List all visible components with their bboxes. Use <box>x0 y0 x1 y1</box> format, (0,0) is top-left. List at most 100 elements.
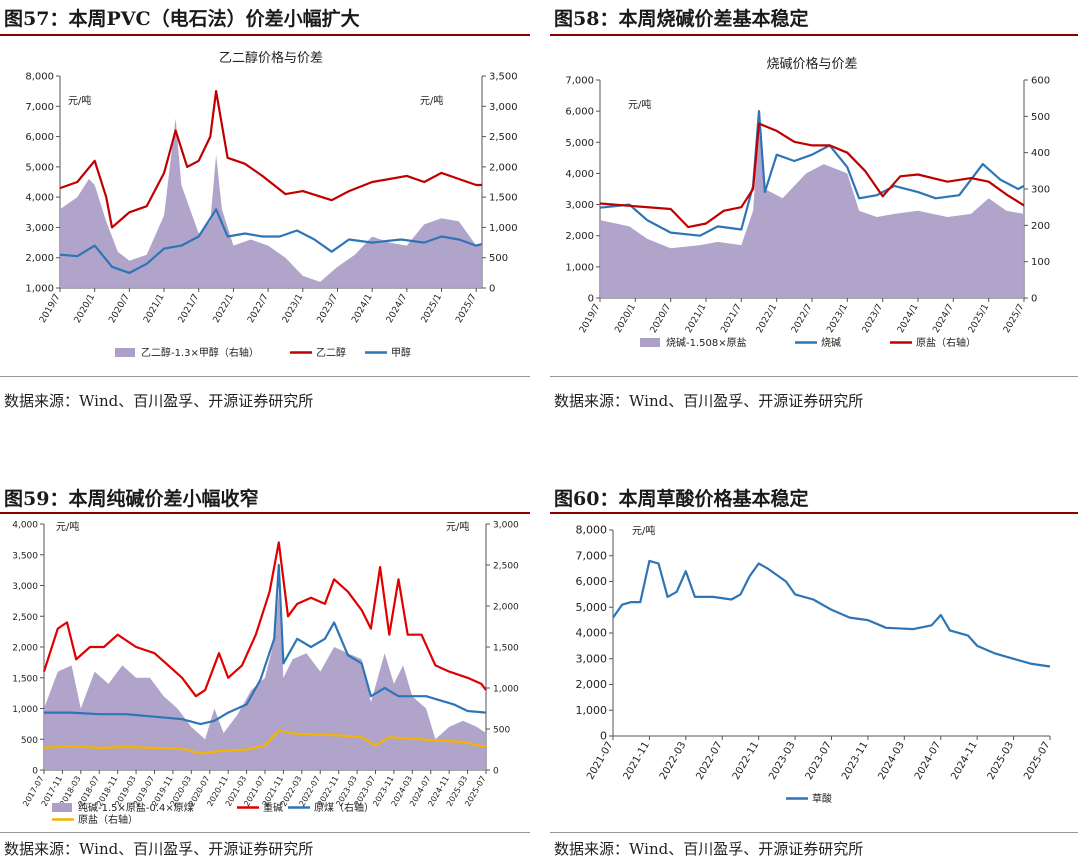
y-left-tick-label: 4,000 <box>565 169 594 180</box>
series-line <box>59 89 482 229</box>
y-left-tick-label: 1,500 <box>12 674 38 684</box>
series-line <box>612 559 1051 668</box>
legend-label: 乙二醇 <box>316 346 346 359</box>
x-tick-label: 2020/7 <box>107 293 131 325</box>
y-left-tick-label: 3,000 <box>12 582 38 592</box>
x-tick-label: 2023/7 <box>861 303 885 335</box>
y-right-tick-label: 3,500 <box>489 72 518 83</box>
y-right-tick-label: 2,000 <box>489 162 518 173</box>
x-tick-label: 2023/1 <box>281 293 305 325</box>
y-left-tick-label: 6,000 <box>25 132 54 143</box>
series-line <box>59 208 483 274</box>
series-line <box>44 563 487 726</box>
y-left-tick-label: 0 <box>588 294 594 305</box>
source-rule <box>0 376 530 377</box>
y-left-tick-label: 2,000 <box>12 644 38 654</box>
legend-label: 原盐（右轴） <box>78 813 138 826</box>
y-left-tick-label: 2,500 <box>12 613 38 623</box>
x-tick-label: 2025/7 <box>454 293 478 325</box>
y-right-unit: 元/吨 <box>446 520 469 533</box>
y-right-tick-label: 400 <box>1031 148 1050 159</box>
x-tick-label: 2022/1 <box>755 303 779 335</box>
y-right-tick-label: 600 <box>1031 76 1050 87</box>
y-left-tick-label: 4,000 <box>12 521 38 531</box>
y-left-unit: 元/吨 <box>68 94 91 107</box>
chart-oxalic-acid: 元/吨 0 1,000 2,000 3,000 4,000 5,000 6,000 7,000 8… <box>576 524 1053 806</box>
legend-label: 重碱 <box>263 801 283 814</box>
source-rule <box>550 832 1078 833</box>
legend-label: 烧碱 <box>821 336 841 349</box>
x-tick-label: 2024/1 <box>896 303 920 335</box>
panel-pvc: 图57：本周PVC（电石法）价差小幅扩大 乙二醇价格与价差 元/吨 元/吨 1,000… <box>0 0 530 420</box>
y-right-tick-label: 1,000 <box>493 685 519 695</box>
figure-title: 图58：本周烧碱价差基本稳定 <box>554 8 809 30</box>
y-right-tick-label: 2,000 <box>493 603 519 613</box>
y-right-tick-label: 100 <box>1031 257 1050 268</box>
x-tick-label: 2019/7 <box>578 303 602 335</box>
x-tick-label: 2022-03 <box>658 740 688 782</box>
y-right-tick-label: 2,500 <box>489 132 518 143</box>
figure-title: 图59：本周纯碱价差小幅收窄 <box>4 488 259 510</box>
x-tick-label: 2022-11 <box>731 740 761 782</box>
y-left-unit: 元/吨 <box>632 524 655 537</box>
x-tick-label: 2024-03 <box>877 740 907 782</box>
title-rule <box>0 512 530 514</box>
series-line <box>42 541 487 698</box>
x-tick-label: 2024-11 <box>949 740 979 782</box>
y-left-tick-label: 7,000 <box>565 76 594 87</box>
y-left-tick-label: 500 <box>21 736 38 746</box>
x-tick-label: 2022-07 <box>694 740 724 782</box>
y-left-tick-label: 8,000 <box>25 72 54 83</box>
series-line <box>43 729 487 755</box>
legend-label: 纯碱-1.5×原盐-0.4×原煤 <box>78 801 194 814</box>
panel-soda-ash: 图59：本周纯碱价差小幅收窄 元/吨 元/吨 0 500 1,000 1,500 2,000… <box>0 480 530 867</box>
y-left-tick-label: 5,000 <box>576 601 608 614</box>
y-right-tick-label: 0 <box>493 767 499 777</box>
y-right-tick-label: 0 <box>489 284 495 295</box>
x-tick-label: 2023-03 <box>767 740 797 782</box>
x-tick-label: 2023/1 <box>825 303 849 335</box>
x-tick-label: 2021/1 <box>142 293 166 325</box>
y-right-unit: 元/吨 <box>420 94 443 107</box>
figure-source: 数据来源：Wind、百川盈孚、开源证券研究所 <box>4 392 314 410</box>
x-tick-label: 2025/1 <box>967 303 991 335</box>
y-left-tick-label: 6,000 <box>576 575 608 588</box>
chart-title: 烧碱价格与价差 <box>766 56 857 72</box>
title-rule <box>550 34 1078 36</box>
y-left-tick-label: 2,000 <box>565 231 594 242</box>
y-left-tick-label: 7,000 <box>576 549 608 562</box>
y-left-tick-label: 7,000 <box>25 102 54 113</box>
x-tick-label: 2019/7 <box>38 293 62 325</box>
y-left-tick-label: 4,000 <box>25 193 54 204</box>
y-left-tick-label: 0 <box>32 767 38 777</box>
x-tick-label: 2021-11 <box>622 740 652 782</box>
y-left-tick-label: 3,500 <box>12 551 38 561</box>
figure-title: 图57：本周PVC（电石法）价差小幅扩大 <box>4 8 360 30</box>
x-tick-label: 2022/1 <box>212 293 236 325</box>
y-right-tick-label: 500 <box>489 253 508 264</box>
title-rule <box>550 512 1078 514</box>
figure-source: 数据来源：Wind、百川盈孚、开源证券研究所 <box>4 840 314 858</box>
legend-label: 乙二醇-1.3×甲醇（右轴） <box>141 346 259 359</box>
x-tick-label: 2023-07 <box>804 740 834 782</box>
panel-oxalic-acid: 图60：本周草酸价格基本稳定 元/吨 0 1,000 2,000 3,000 4,000 5… <box>550 480 1080 867</box>
x-tick-label: 2022/7 <box>246 293 270 325</box>
x-tick-label: 2021/7 <box>177 293 201 325</box>
legend-swatch <box>115 348 135 357</box>
x-tick-label: 2021/1 <box>684 303 708 335</box>
y-left-tick-label: 3,000 <box>25 223 54 234</box>
figure-source: 数据来源：Wind、百川盈孚、开源证券研究所 <box>554 840 864 858</box>
y-left-tick-label: 4,000 <box>576 627 608 640</box>
y-left-tick-label: 3,000 <box>576 652 608 665</box>
y-left-tick-label: 5,000 <box>25 162 54 173</box>
x-tick-label: 2023-11 <box>840 740 870 782</box>
x-tick-label: 2021-07 <box>585 740 615 782</box>
series-line <box>599 109 1025 237</box>
y-right-tick-label: 500 <box>493 726 510 736</box>
series-line <box>599 122 1025 229</box>
y-left-tick-label: 2,000 <box>25 253 54 264</box>
y-right-tick-label: 500 <box>1031 112 1050 123</box>
series-area <box>60 118 482 289</box>
figure-title: 图60：本周草酸价格基本稳定 <box>554 488 809 510</box>
